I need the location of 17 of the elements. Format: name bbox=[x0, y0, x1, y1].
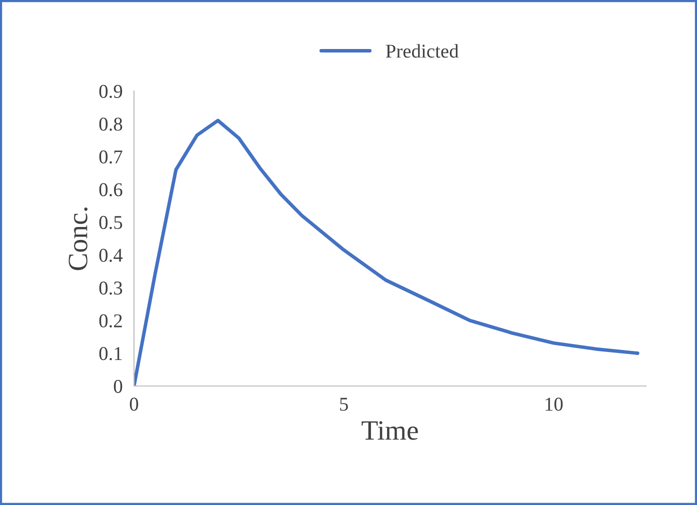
y-axis-title: Conc. bbox=[68, 208, 88, 270]
y-tick-label: 0.9 bbox=[99, 84, 122, 98]
legend-label: Predicted bbox=[386, 44, 459, 58]
x-tick-label: 5 bbox=[340, 398, 348, 411]
y-tick-label: 0.4 bbox=[99, 248, 123, 262]
y-tick-label: 0.6 bbox=[99, 183, 122, 196]
line-series bbox=[134, 118, 640, 386]
x-axis-title: Time bbox=[362, 421, 418, 440]
y-tick-label: 0.1 bbox=[99, 347, 122, 360]
y-tick-label: 0.8 bbox=[99, 118, 122, 131]
y-tick-label: 0 bbox=[114, 380, 122, 393]
y-tick-label: 0.7 bbox=[99, 150, 122, 164]
y-tick-label: 0.3 bbox=[99, 281, 122, 295]
x-tick-label: 10 bbox=[546, 398, 563, 411]
y-tick-label: 0.5 bbox=[99, 216, 122, 230]
x-tick-label: 0 bbox=[130, 398, 138, 411]
y-tick-label: 0.2 bbox=[99, 314, 122, 328]
